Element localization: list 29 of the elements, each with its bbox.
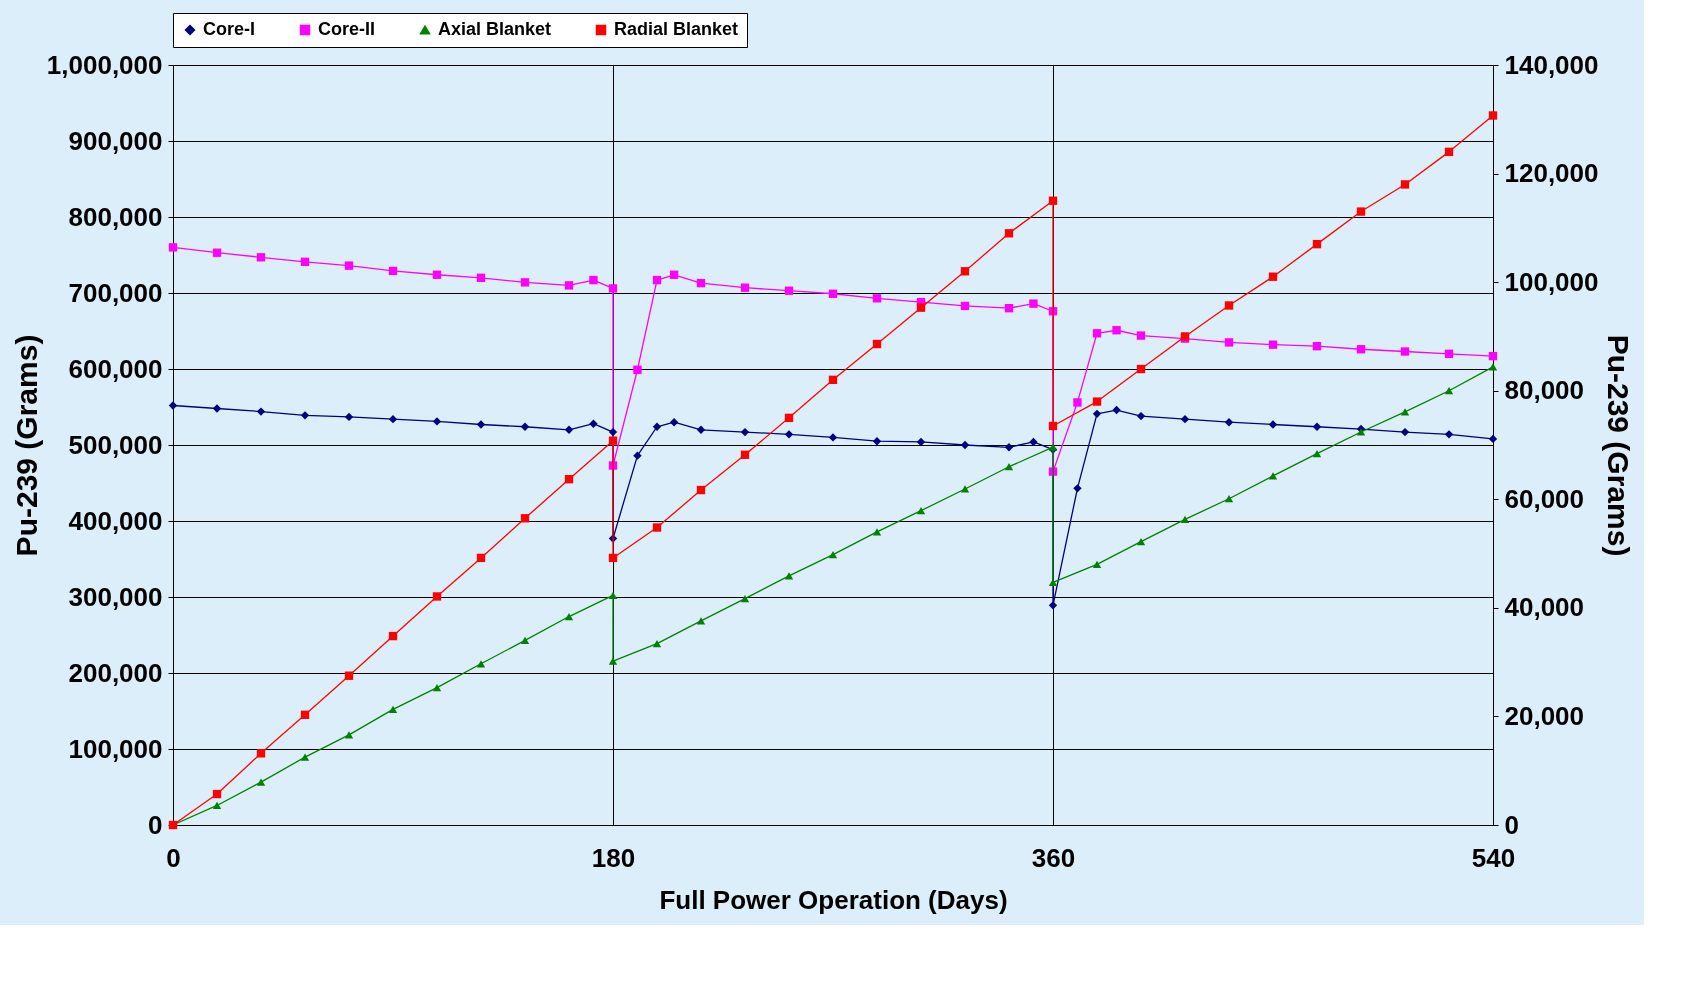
y-tick-label: 300,000 [68, 581, 163, 612]
y2-tick-label: 120,000 [1504, 158, 1599, 189]
y2-tick-label: 20,000 [1504, 700, 1585, 731]
y2-tick-label: 60,000 [1504, 483, 1585, 514]
legend-label: Axial Blanket [438, 19, 552, 39]
legend-label: Core-II [318, 19, 376, 39]
y-tick-label: 700,000 [68, 277, 163, 308]
x-tick-label: 180 [591, 842, 636, 873]
legend-label: Radial Blanket [614, 19, 739, 39]
y-tick-label: 900,000 [68, 125, 163, 156]
y2-tick-label: 80,000 [1504, 375, 1585, 406]
y-axis-title: Pu-239 (Grams) [9, 334, 43, 557]
y-tick-label: 200,000 [68, 657, 163, 688]
y-tick-label: 500,000 [68, 429, 163, 460]
y2-tick-label: 0 [1504, 809, 1519, 840]
y2-tick-label: 40,000 [1504, 592, 1585, 623]
y-tick-label: 100,000 [68, 733, 163, 764]
y2-axis-title: Pu-239 (Grams) [1602, 334, 1636, 557]
y-tick-label: 0 [148, 809, 163, 840]
y-tick-label: 800,000 [68, 201, 163, 232]
y-tick-label: 600,000 [68, 353, 163, 384]
y-tick-label: 400,000 [68, 505, 163, 536]
x-tick-label: 360 [1031, 842, 1076, 873]
y-tick-label: 1,000,000 [46, 49, 163, 80]
y2-tick-label: 100,000 [1504, 266, 1599, 297]
x-tick-label: 540 [1471, 842, 1516, 873]
legend-label: Core-I [203, 19, 256, 39]
y2-tick-label: 140,000 [1504, 49, 1599, 80]
x-axis-title: Full Power Operation (Days) [659, 884, 1008, 915]
